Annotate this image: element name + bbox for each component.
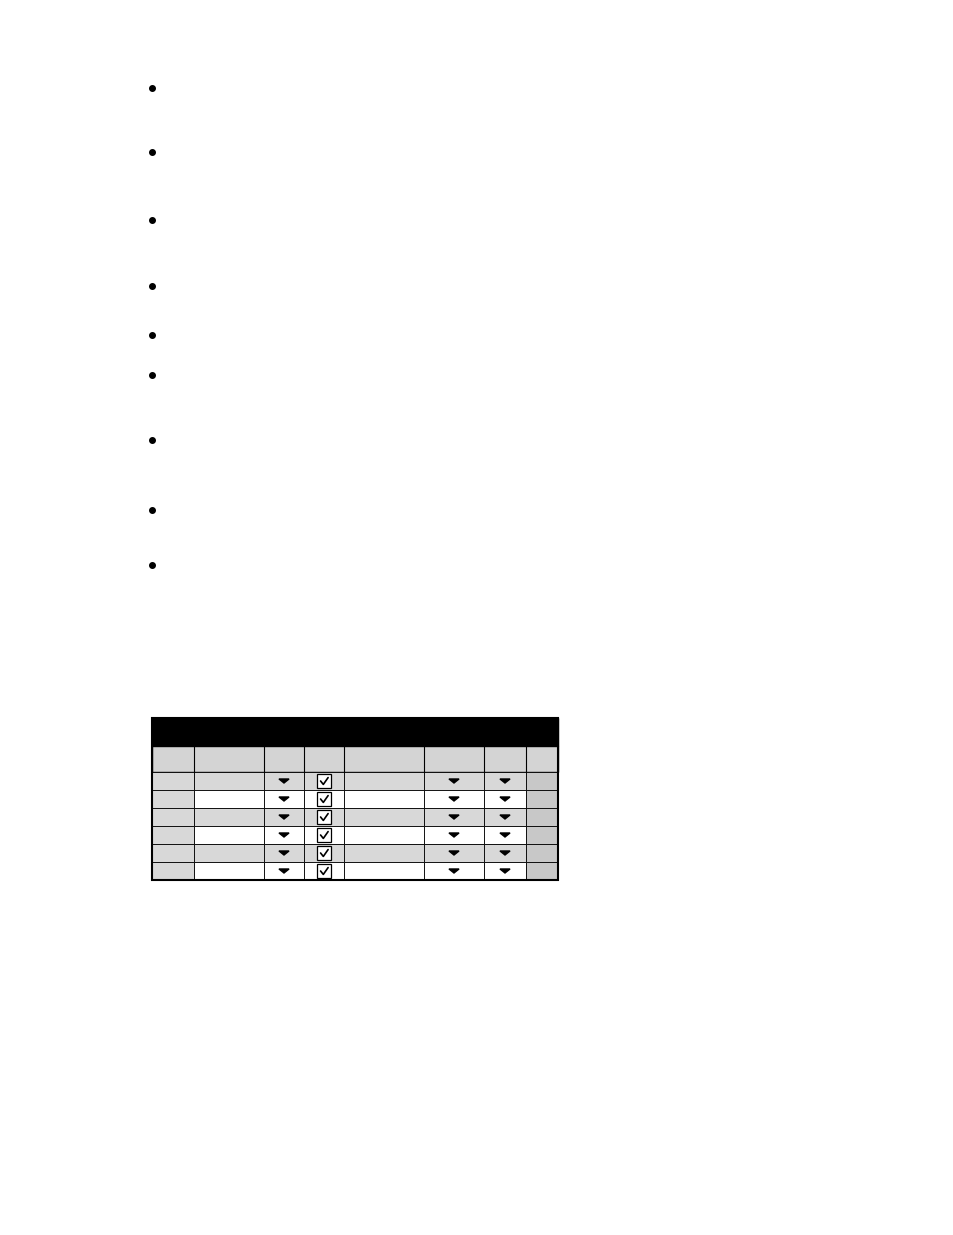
- Polygon shape: [499, 815, 510, 819]
- Bar: [423, 844, 483, 862]
- Bar: [264, 826, 304, 844]
- Bar: [316, 846, 331, 860]
- Bar: [525, 790, 558, 808]
- Bar: [316, 810, 331, 824]
- Polygon shape: [499, 797, 510, 802]
- Bar: [423, 862, 483, 881]
- Polygon shape: [449, 869, 458, 873]
- Bar: [152, 790, 193, 808]
- Bar: [193, 790, 264, 808]
- Bar: [483, 826, 525, 844]
- Bar: [304, 826, 344, 844]
- Bar: [525, 862, 558, 881]
- Polygon shape: [449, 779, 458, 783]
- Bar: [193, 772, 264, 790]
- Polygon shape: [278, 779, 289, 783]
- Bar: [483, 772, 525, 790]
- Bar: [152, 718, 558, 881]
- Bar: [152, 826, 193, 844]
- Bar: [264, 790, 304, 808]
- Bar: [193, 808, 264, 826]
- Bar: [152, 772, 193, 790]
- Polygon shape: [449, 815, 458, 819]
- Bar: [152, 808, 193, 826]
- Bar: [423, 772, 483, 790]
- Bar: [344, 826, 423, 844]
- Bar: [423, 808, 483, 826]
- Bar: [483, 790, 525, 808]
- Bar: [193, 862, 264, 881]
- Bar: [304, 790, 344, 808]
- Bar: [423, 790, 483, 808]
- Polygon shape: [278, 815, 289, 819]
- Bar: [304, 772, 344, 790]
- Bar: [525, 808, 558, 826]
- Polygon shape: [499, 832, 510, 837]
- Bar: [344, 772, 423, 790]
- Polygon shape: [278, 797, 289, 802]
- Bar: [483, 808, 525, 826]
- Bar: [483, 862, 525, 881]
- Bar: [344, 862, 423, 881]
- Bar: [264, 862, 304, 881]
- Bar: [483, 844, 525, 862]
- Bar: [304, 808, 344, 826]
- Bar: [316, 792, 331, 806]
- Bar: [193, 844, 264, 862]
- Bar: [525, 826, 558, 844]
- Bar: [423, 826, 483, 844]
- Bar: [525, 772, 558, 790]
- Bar: [152, 862, 193, 881]
- Bar: [264, 772, 304, 790]
- Bar: [152, 746, 558, 772]
- Bar: [344, 844, 423, 862]
- Polygon shape: [499, 851, 510, 855]
- Bar: [264, 808, 304, 826]
- Bar: [525, 844, 558, 862]
- Bar: [344, 808, 423, 826]
- Bar: [152, 718, 558, 746]
- Bar: [316, 829, 331, 842]
- Polygon shape: [278, 832, 289, 837]
- Polygon shape: [449, 851, 458, 855]
- Polygon shape: [278, 851, 289, 855]
- Polygon shape: [278, 869, 289, 873]
- Polygon shape: [449, 832, 458, 837]
- Bar: [316, 774, 331, 788]
- Polygon shape: [499, 869, 510, 873]
- Polygon shape: [449, 797, 458, 802]
- Polygon shape: [499, 779, 510, 783]
- Bar: [193, 826, 264, 844]
- Bar: [264, 844, 304, 862]
- Bar: [316, 864, 331, 878]
- Bar: [344, 790, 423, 808]
- Bar: [304, 862, 344, 881]
- Bar: [304, 844, 344, 862]
- Bar: [152, 844, 193, 862]
